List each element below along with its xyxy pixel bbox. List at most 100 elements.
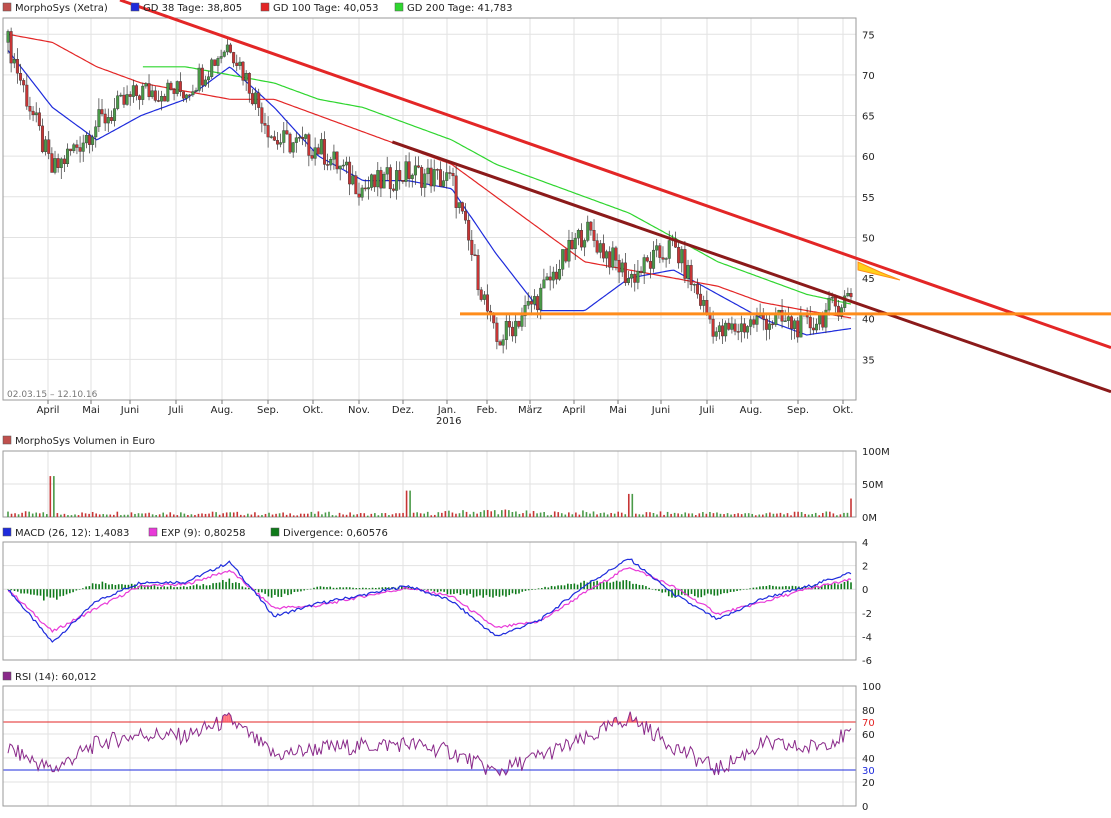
volume-bar: [677, 513, 679, 517]
volume-bar: [741, 514, 743, 517]
price-x-tick-label: Juli: [699, 405, 715, 416]
price-candle-body: [536, 296, 539, 309]
volume-bar: [402, 513, 404, 517]
volume-bar: [236, 512, 238, 517]
volume-bar: [430, 515, 432, 517]
price-candle-body: [439, 169, 442, 186]
macd-y-tick-label: 2: [862, 562, 868, 573]
volume-bar: [508, 510, 510, 517]
price-candle-body: [655, 246, 658, 251]
volume-bar: [106, 515, 108, 517]
macd-divergence-bar: [743, 589, 745, 590]
macd-divergence-bar: [355, 588, 357, 589]
macd-divergence-bar: [710, 589, 712, 594]
macd-divergence-bar: [167, 587, 169, 589]
macd-divergence-bar: [642, 585, 644, 589]
volume-bar: [342, 514, 344, 517]
price-candle-body: [138, 96, 141, 100]
price-candle-body: [148, 83, 151, 96]
volume-bar: [466, 512, 468, 517]
price-candle-body: [680, 249, 683, 263]
price-candle-body: [690, 265, 693, 284]
price-candle-body: [549, 277, 552, 280]
macd-divergence-bar: [521, 589, 523, 592]
price-candle-body: [847, 293, 850, 296]
macd-y-tick-label: -4: [862, 632, 872, 643]
macd-divergence-bar: [346, 587, 348, 589]
price-candle-body: [51, 154, 54, 173]
macd-divergence-bar: [85, 586, 87, 589]
volume-bar: [293, 515, 295, 517]
price-candle-body: [831, 297, 834, 298]
macd-divergence-bar: [320, 586, 322, 589]
macd-divergence-bar: [574, 584, 576, 590]
volume-bar: [46, 514, 48, 517]
price-y-tick-label: 55: [862, 193, 875, 204]
volume-bar: [363, 513, 365, 517]
volume-bar: [575, 512, 577, 517]
price-candle-body: [239, 62, 242, 66]
macd-divergence-bar: [782, 586, 784, 589]
price-candle-body: [464, 211, 467, 220]
macd-divergence-bar: [534, 589, 536, 590]
macd-divergence-bar: [512, 589, 514, 593]
price-moving-averages: [8, 34, 851, 335]
price-candle-body: [261, 108, 264, 124]
macd-divergence-bar: [603, 582, 605, 589]
rsi-frame: [3, 686, 856, 806]
volume-bar: [127, 515, 129, 517]
macd-divergence-bar: [40, 589, 42, 595]
macd-divergence-bar: [453, 589, 455, 594]
price-candle-body: [348, 162, 351, 184]
price-candle-body: [163, 96, 166, 101]
macd-divergence-bar: [157, 587, 159, 589]
price-candle-body: [477, 255, 480, 290]
volume-bar: [95, 513, 97, 517]
price-candle-body: [715, 332, 718, 337]
volume-bar: [325, 512, 327, 517]
price-candle-body: [652, 250, 655, 268]
volume-bar: [695, 515, 697, 517]
volume-bar: [536, 513, 538, 517]
macd-line: [8, 559, 851, 642]
macd-divergence-bar: [206, 585, 208, 589]
volume-bar: [822, 513, 824, 517]
macd-legend-label: MACD (26, 12): 1,4083: [15, 528, 129, 539]
macd-divergence-bar: [212, 583, 214, 589]
macd-y-tick-label: -6: [862, 656, 872, 667]
price-candle-body: [13, 59, 16, 63]
price-legend-swatch: [3, 3, 11, 11]
price-candle-body: [445, 173, 448, 181]
volume-bar: [476, 514, 478, 517]
price-y-tick-label: 40: [862, 315, 875, 326]
macd-divergence-bar: [759, 586, 761, 589]
volume-bar: [201, 513, 203, 517]
macd-divergence-bar: [544, 587, 546, 589]
macd-lines: [8, 559, 851, 642]
price-candle-body: [176, 81, 179, 93]
macd-legend-label: Divergence: 0,60576: [283, 528, 388, 539]
volume-bar: [688, 513, 690, 517]
price-legend-swatch: [131, 3, 139, 11]
price-legend-label: MorphoSys (Xetra): [15, 3, 108, 14]
volume-bar: [141, 513, 143, 517]
macd-divergence-bar: [655, 589, 657, 590]
price-candle-body: [339, 166, 342, 169]
macd-divergence-bar: [567, 584, 569, 590]
price-candle-body: [596, 241, 599, 253]
price-candle-body: [232, 52, 235, 63]
macd-divergence-bar: [160, 587, 162, 589]
price-candle-body: [367, 188, 370, 189]
macd-divergence-bar: [622, 580, 624, 589]
macd-divergence-bar: [766, 586, 768, 589]
volume-bar: [512, 512, 514, 517]
volume-bar: [169, 512, 171, 517]
volume-bar: [162, 513, 164, 517]
price-candle-body: [574, 238, 577, 249]
volume-bar: [57, 513, 59, 517]
price-candle-body: [126, 94, 129, 104]
macd-divergence-bar: [248, 588, 250, 589]
price-candle-body: [580, 230, 583, 247]
